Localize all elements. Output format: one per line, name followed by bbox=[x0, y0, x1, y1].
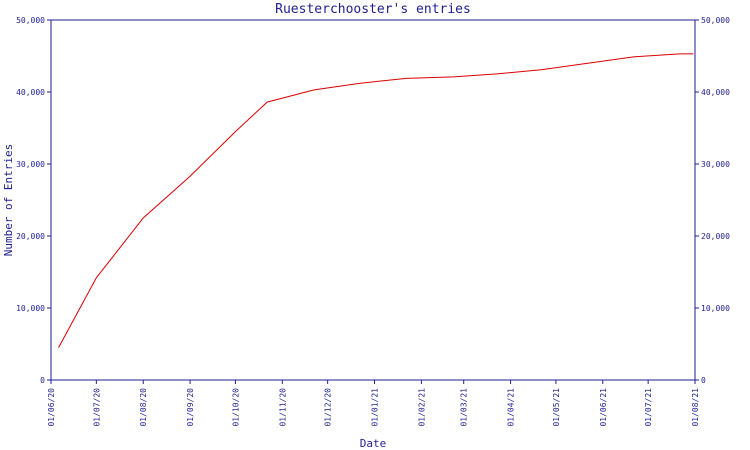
y-tick-label-left: 30,000 bbox=[16, 160, 45, 169]
plot-frame bbox=[50, 19, 696, 381]
y-tick-label-right: 50,000 bbox=[701, 16, 730, 25]
y-tick-label-left: 50,000 bbox=[16, 16, 45, 25]
x-tick-label: 01/01/21 bbox=[371, 388, 380, 427]
x-tick-label: 01/08/20 bbox=[139, 388, 148, 427]
x-tick-label: 01/07/21 bbox=[644, 388, 653, 427]
y-axis-label: Number of Entries bbox=[2, 144, 15, 257]
x-tick-label: 01/08/21 bbox=[691, 388, 700, 427]
x-tick-label: 01/04/21 bbox=[507, 388, 516, 427]
y-tick-label-right: 40,000 bbox=[701, 88, 730, 97]
series-line bbox=[58, 53, 694, 348]
y-tick-label-right: 0 bbox=[701, 376, 706, 385]
x-tick-label: 01/02/21 bbox=[417, 388, 426, 427]
y-tick-label-left: 20,000 bbox=[16, 232, 45, 241]
x-tick-label: 01/12/20 bbox=[324, 388, 333, 427]
x-axis-label: Date bbox=[360, 437, 387, 450]
x-tick-label: 01/03/21 bbox=[460, 388, 469, 427]
y-tick-label-right: 30,000 bbox=[701, 160, 730, 169]
x-tick-label: 01/05/21 bbox=[552, 388, 561, 427]
x-tick-label: 01/06/21 bbox=[599, 388, 608, 427]
chart-title: Ruesterchooster's entries bbox=[275, 2, 471, 17]
y-tick-label-left: 10,000 bbox=[16, 304, 45, 313]
x-tick-label: 01/07/20 bbox=[92, 388, 101, 427]
y-tick-label-right: 20,000 bbox=[701, 232, 730, 241]
y-tick-label-left: 0 bbox=[40, 376, 45, 385]
x-tick-label: 01/09/20 bbox=[186, 388, 195, 427]
x-tick-label: 01/10/20 bbox=[231, 388, 240, 427]
y-tick-label-left: 40,000 bbox=[16, 88, 45, 97]
x-tick-label: 01/11/20 bbox=[278, 388, 287, 427]
y-tick-label-right: 10,000 bbox=[701, 304, 730, 313]
x-tick-label: 01/06/20 bbox=[47, 388, 56, 427]
